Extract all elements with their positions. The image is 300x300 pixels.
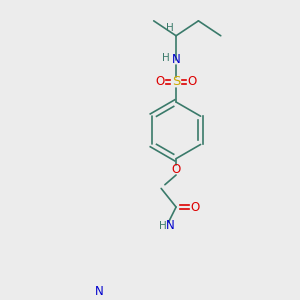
Text: H: H <box>159 221 167 231</box>
Text: N: N <box>166 219 175 232</box>
Text: H: H <box>162 53 170 63</box>
Text: N: N <box>94 285 103 298</box>
Text: N: N <box>172 53 180 66</box>
Text: O: O <box>155 75 164 88</box>
Text: H: H <box>166 23 174 33</box>
Text: O: O <box>190 200 199 214</box>
Text: S: S <box>172 75 180 88</box>
Text: O: O <box>188 75 197 88</box>
Text: O: O <box>171 163 181 176</box>
